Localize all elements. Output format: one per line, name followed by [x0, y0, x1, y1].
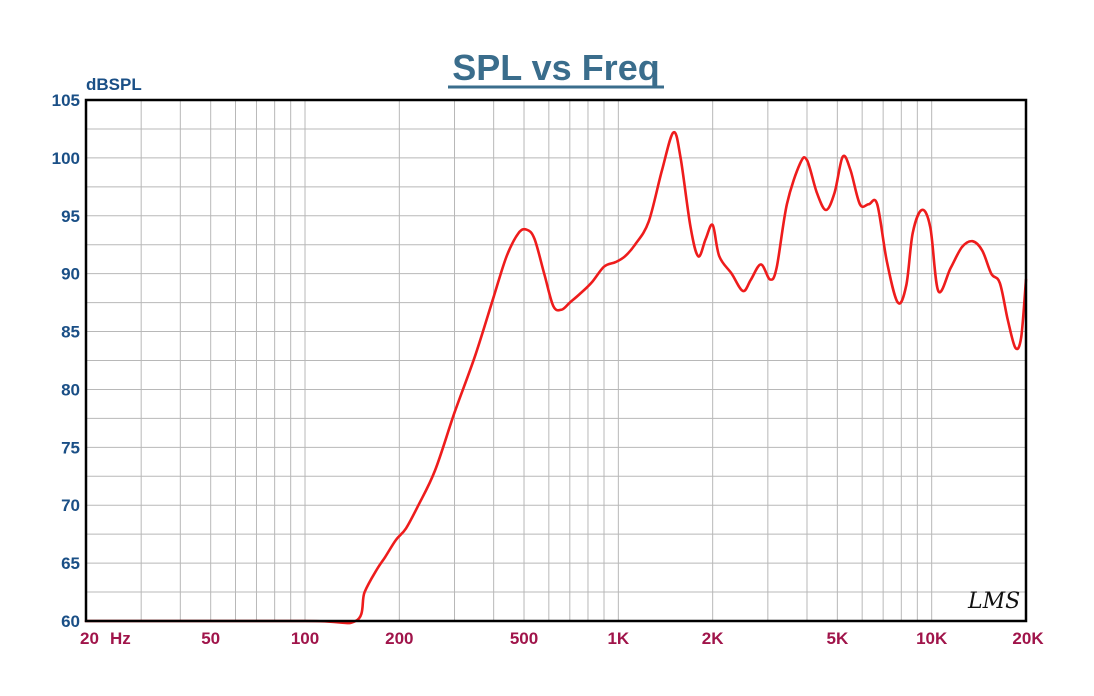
x-tick-label: 1K: [607, 629, 629, 648]
spl-curve: [84, 131, 1028, 625]
y-tick-label: 65: [61, 554, 80, 573]
y-tick-label: 90: [61, 265, 80, 284]
y-tick-label: 70: [61, 496, 80, 515]
chart-title: SPL vs Freq: [452, 47, 659, 88]
x-tick-label: 10K: [916, 629, 948, 648]
y-tick-labels: 60 65 70 75 80 85 90 95 100 105: [52, 91, 80, 631]
y-tick-label: 100: [52, 149, 80, 168]
x-unit-label: Hz: [110, 629, 131, 648]
x-tick-label: 200: [385, 629, 413, 648]
grid: [85, 99, 1027, 622]
x-tick-labels: 20 50 100 200 500 1K 2K 5K 10K 20K: [80, 629, 1044, 648]
x-tick-label: 100: [291, 629, 319, 648]
y-tick-label: 85: [61, 323, 80, 342]
x-tick-label: 2K: [702, 629, 724, 648]
x-tick-label: 5K: [826, 629, 848, 648]
lms-watermark: LMS: [967, 589, 1020, 614]
plot-frame: [84, 98, 1028, 623]
y-tick-label: 80: [61, 380, 80, 399]
y-tick-label: 95: [61, 207, 80, 226]
y-axis-label: dBSPL: [86, 75, 142, 94]
y-tick-label: 75: [61, 438, 80, 457]
x-tick-label: 20K: [1012, 629, 1044, 648]
y-tick-label: 105: [52, 91, 80, 110]
x-tick-label: 20: [80, 629, 99, 648]
x-tick-label: 50: [201, 629, 220, 648]
x-tick-label: 500: [510, 629, 538, 648]
y-tick-label: 60: [61, 612, 80, 631]
